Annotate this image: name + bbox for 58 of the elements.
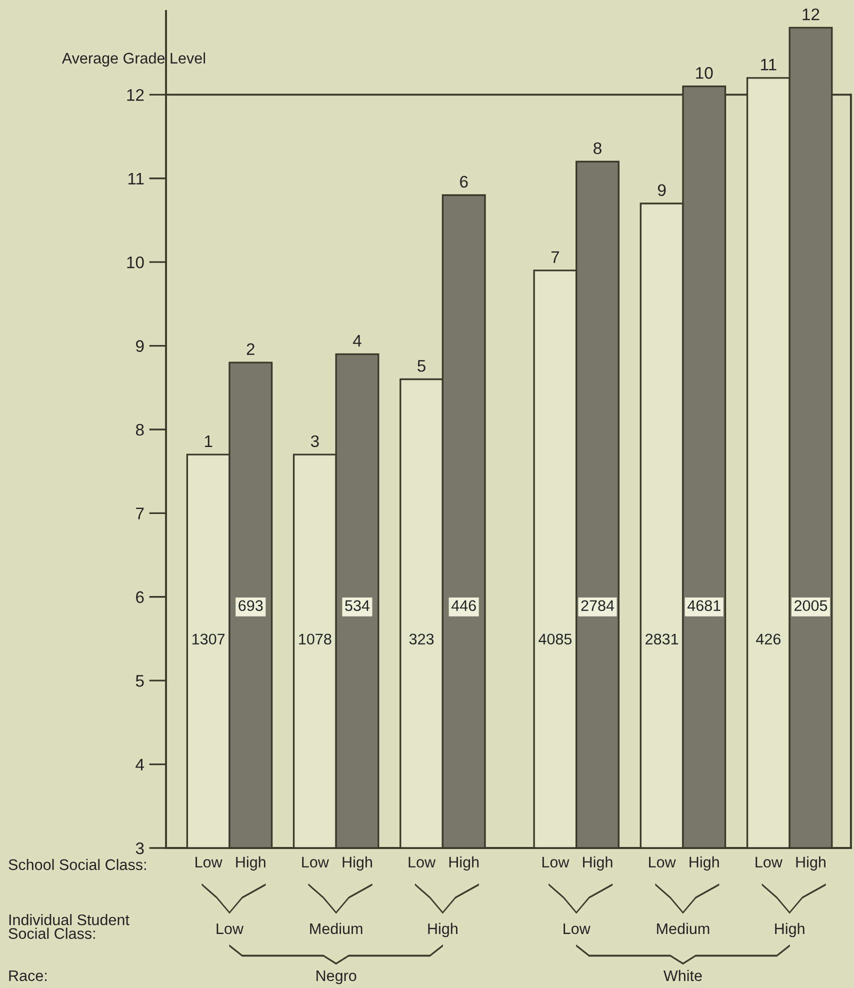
x-tick-label: High <box>236 856 266 871</box>
y-tick-label: 8 <box>136 424 144 436</box>
x-tick-label: High <box>583 856 612 871</box>
y-axis-title: Average Grade Level <box>62 52 205 67</box>
annotation: 323 <box>409 634 434 645</box>
x-tick-label: High <box>449 856 479 871</box>
annotation: 4085 <box>538 634 572 645</box>
x-tick-label: High <box>796 856 826 871</box>
text: High <box>775 922 804 938</box>
annotation: 4681 <box>687 600 720 612</box>
y-tick-label: 9 <box>136 340 144 352</box>
text: Low <box>216 923 244 934</box>
annotation: 2005 <box>794 600 828 612</box>
annotation: 6 <box>460 176 468 188</box>
annotation: 10 <box>696 67 713 79</box>
y-tick-label: 10 <box>127 256 144 268</box>
annotation: 534 <box>345 600 370 612</box>
text: Medium <box>310 922 362 934</box>
y-tick-label: 5 <box>136 675 144 687</box>
y-tick-label: 11 <box>128 172 144 184</box>
annotation: 1 <box>204 436 212 447</box>
annotation: 1078 <box>299 634 332 645</box>
y-tick-label: 7 <box>136 508 144 520</box>
annotation: 5 <box>418 360 426 372</box>
annotation: 12 <box>802 8 820 20</box>
text: Individual Student Social Class: <box>8 914 130 939</box>
annotation: 446 <box>451 600 476 612</box>
annotation: 8 <box>594 142 602 154</box>
y-tick-label: 3 <box>136 842 144 854</box>
annotation: 3 <box>310 435 319 448</box>
text: School Social Class: <box>8 858 146 870</box>
text: White <box>664 970 702 982</box>
y-tick-label: 4 <box>136 758 144 770</box>
annotation: 1307 <box>192 634 225 645</box>
annotation: 426 <box>756 634 781 645</box>
annotation: 9 <box>658 184 666 196</box>
text: Negro <box>316 970 356 984</box>
x-tick-label: Low <box>649 856 676 868</box>
text: Low <box>564 923 590 934</box>
annotation: 11 <box>761 58 776 70</box>
annotation: 4 <box>352 335 362 347</box>
x-tick-label: Low <box>756 856 782 868</box>
annotation: 2 <box>246 343 254 355</box>
x-tick-label: High <box>342 856 372 871</box>
annotation: 2831 <box>646 634 678 645</box>
x-tick-label: Low <box>196 856 222 868</box>
y-tick-label: 12 <box>127 89 144 101</box>
x-tick-label: Low <box>408 856 436 868</box>
annotation: 693 <box>238 600 263 612</box>
text: Medium <box>657 922 710 934</box>
text: High <box>428 922 458 938</box>
x-tick-label: Low <box>302 856 329 868</box>
text: Race: <box>9 970 47 982</box>
y-tick-label: 6 <box>136 591 144 604</box>
annotation: 2784 <box>581 600 614 612</box>
x-tick-label: High <box>690 856 719 871</box>
x-tick-label: Low <box>542 856 570 868</box>
annotation: 7 <box>551 251 560 263</box>
